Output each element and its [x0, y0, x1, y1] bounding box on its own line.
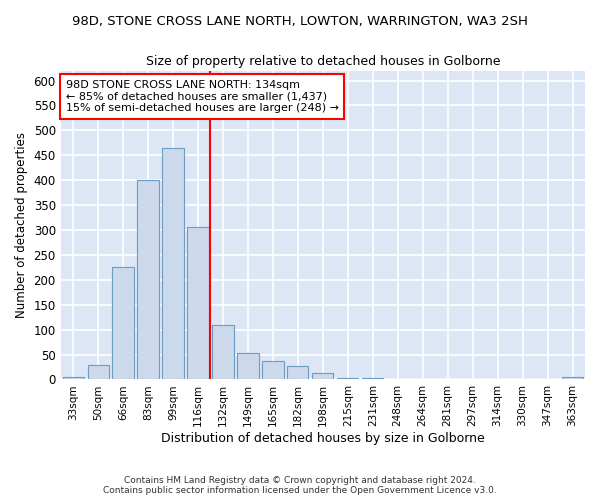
Bar	[312, 373, 334, 380]
Bar	[262, 360, 284, 380]
Bar	[163, 148, 184, 380]
Bar	[238, 352, 259, 380]
Text: 98D STONE CROSS LANE NORTH: 134sqm
← 85% of detached houses are smaller (1,437)
: 98D STONE CROSS LANE NORTH: 134sqm ← 85%…	[66, 80, 339, 113]
Bar	[562, 377, 583, 380]
Y-axis label: Number of detached properties: Number of detached properties	[15, 132, 28, 318]
X-axis label: Distribution of detached houses by size in Golborne: Distribution of detached houses by size …	[161, 432, 485, 445]
Bar	[187, 226, 209, 380]
Text: Contains HM Land Registry data © Crown copyright and database right 2024.
Contai: Contains HM Land Registry data © Crown c…	[103, 476, 497, 495]
Bar	[62, 377, 84, 380]
Bar	[88, 364, 109, 380]
Bar	[212, 324, 233, 380]
Title: Size of property relative to detached houses in Golborne: Size of property relative to detached ho…	[146, 55, 500, 68]
Bar	[112, 268, 134, 380]
Text: 98D, STONE CROSS LANE NORTH, LOWTON, WARRINGTON, WA3 2SH: 98D, STONE CROSS LANE NORTH, LOWTON, WAR…	[72, 15, 528, 28]
Bar	[362, 378, 383, 380]
Bar	[337, 378, 358, 380]
Bar	[137, 180, 158, 380]
Bar	[287, 366, 308, 380]
